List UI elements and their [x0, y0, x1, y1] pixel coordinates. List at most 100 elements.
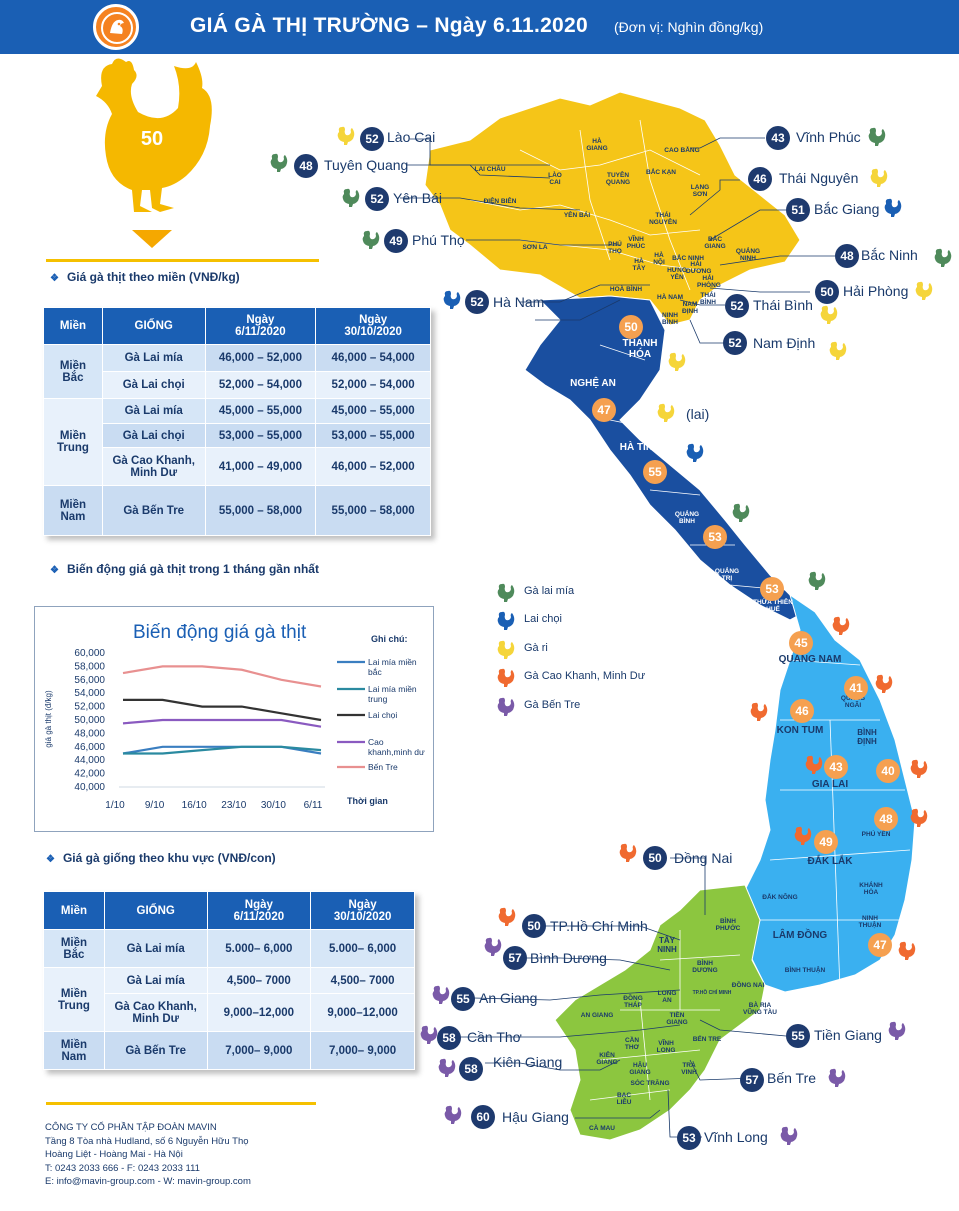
table-row: Miền Bắc Gà Lai mía 46,000 – 52,000 46,0… — [43, 344, 431, 399]
map-label: BÌNH ĐỊNH — [857, 728, 877, 746]
price-cell: 52,000 – 54,000 — [315, 371, 431, 399]
hen-ben-tre-icon — [780, 1126, 798, 1145]
map-label: ĐỒNG NAI — [731, 982, 765, 989]
price-cell: 9,000–12,000 — [310, 993, 415, 1032]
map-label: QUẢNG NAM — [778, 654, 842, 665]
price-badge-quang-nam: 45 — [789, 631, 813, 655]
price-badge-phu-tho: 49 — [384, 229, 408, 253]
region-cell: Miền Nam — [43, 485, 103, 536]
map-label: TUYÊN QUANG — [605, 172, 631, 186]
company-address: Tầng 8 Tòa nhà Hudland, số 6 Nguyễn Hữu … — [45, 1135, 249, 1147]
price-badge-nam-dinh: 52 — [723, 331, 747, 355]
legend-lai-mia: Gà lai mía — [524, 585, 575, 597]
breed-cell: Gà Lai mía — [103, 929, 208, 968]
map-label: THÁI NGUYÊN — [649, 212, 677, 226]
meat-price-table: Miền GIỐNG Ngày 6/11/2020 Ngày 30/10/202… — [43, 307, 431, 536]
y-tick-label: 54,000 — [74, 688, 105, 699]
hen-lai-mia-icon — [497, 583, 515, 602]
price-cell: 53,000 – 55,000 — [315, 423, 431, 448]
company-district: Hoàng Liệt - Hoàng Mai - Hà Nội — [45, 1149, 183, 1160]
price-badge-thanh-hoa: 50 — [619, 315, 643, 339]
hen-ben-tre-icon — [484, 937, 502, 956]
diamond-icon: ❖ — [50, 565, 59, 576]
breed-cell: Gà Cao Khanh, Minh Dư — [103, 993, 208, 1032]
map-label: KHÁNH HÒA — [859, 882, 883, 896]
price-badge-hcm: 50 — [522, 914, 546, 938]
price-badge-binh-dinh: 40 — [876, 759, 900, 783]
breed-cell: Gà Lai mía — [103, 967, 208, 994]
label-hcm: TP.Hồ Chí Minh — [550, 918, 648, 934]
region-cell: Miền Nam — [43, 1031, 105, 1070]
chart-title: Biến động giá gà thịt — [133, 622, 307, 643]
col-region: Miền — [43, 307, 103, 345]
table-row: Miền Trung Gà Lai mía 4,500– 7000 4,500–… — [43, 967, 415, 1032]
divider — [46, 1102, 316, 1105]
map-label: ĐIỆN BIÊN — [483, 198, 517, 205]
region-cell: Miền Trung — [43, 967, 105, 1032]
hen-lai-choi-icon — [686, 443, 704, 462]
legend-entry: Bến Tre — [368, 762, 398, 772]
price-cell: 4,500– 7000 — [206, 967, 312, 994]
section-meat-region: ❖ Giá gà thịt theo miền (VNĐ/kg) — [50, 270, 240, 284]
down-arrow-icon — [132, 230, 172, 248]
legend-ben-tre: Gà Bến Tre — [524, 699, 581, 711]
mavin-logo — [93, 4, 139, 50]
map-label: BÌNH THUẬN — [784, 967, 826, 974]
hen-ben-tre-icon — [497, 697, 515, 716]
x-tick-label: 1/10 — [105, 800, 125, 811]
col-region: Miền — [43, 891, 105, 930]
label-phu-tho: Phú Thọ — [412, 232, 465, 248]
hen-ben-tre-icon — [828, 1068, 846, 1087]
map-label: BẾN TRE — [692, 1036, 722, 1043]
map-label: TÂY NINH — [657, 936, 677, 954]
map-label: CẦN THƠ — [624, 1037, 640, 1051]
table-row: Miền Nam Gà Bến Tre 55,000 – 58,000 55,0… — [43, 485, 431, 536]
legend-title: Ghi chú: — [371, 634, 408, 644]
price-badge-bac-giang: 51 — [786, 198, 810, 222]
price-badge-dak-lak: 49 — [814, 830, 838, 854]
x-tick-label: 6/11 — [304, 800, 323, 811]
price-badge-thai-nguyen: 46 — [748, 167, 772, 191]
legend-entry: Lai mía miền trung — [368, 684, 417, 704]
region-cell: Miền Bắc — [43, 929, 105, 968]
table-row: Miền Trung Gà Lai mía 45,000 – 55,000 45… — [43, 398, 431, 486]
map-label: BẮC GIANG — [704, 236, 726, 250]
hen-lai-choi-icon — [884, 198, 902, 217]
x-tick-label: 16/10 — [182, 800, 207, 811]
x-tick-label: 30/10 — [261, 800, 286, 811]
divider — [46, 259, 319, 262]
map-label: LÀO CAI — [548, 172, 562, 186]
hen-cao-khanh-icon — [898, 941, 916, 960]
map-label: HẢI PHÒNG — [697, 275, 721, 289]
label-hai-phong: Hải Phòng — [843, 283, 909, 299]
legend-cao-khanh: Gà Cao Khanh, Minh Dư — [524, 670, 646, 682]
series-line — [123, 745, 322, 755]
map-label: PHÚ YÊN — [861, 831, 891, 838]
map-label: BÌNH DƯƠNG — [692, 960, 718, 974]
legend-entry: Lai chọi — [368, 710, 397, 720]
hen-lai-mia-icon — [362, 230, 380, 249]
label-vinh-long: Vĩnh Long — [704, 1129, 768, 1145]
map-label: HÀ TÂY — [632, 258, 646, 272]
company-email: E: info@mavin-group.com - W: mavin-group… — [45, 1176, 251, 1187]
price-cell: 55,000 – 58,000 — [315, 485, 431, 536]
hen-cao-khanh-icon — [875, 674, 893, 693]
map-label: LẠNG SƠN — [690, 184, 710, 198]
price-cell: 7,000– 9,000 — [310, 1031, 415, 1070]
hen-cao-khanh-icon — [619, 843, 637, 862]
price-badge-hai-phong: 50 — [815, 280, 839, 304]
price-cell: 46,000 – 54,000 — [315, 344, 431, 372]
price-cell: 7,000– 9,000 — [206, 1031, 312, 1070]
price-cell: 55,000 – 58,000 — [204, 485, 317, 536]
map-label: KIÊN GIANG — [596, 1052, 618, 1066]
breed-cell: Gà Lai mía — [101, 344, 206, 372]
table-row: Gà Cao Khanh, Minh Dư 41,000 – 49,000 46… — [44, 447, 431, 486]
map-label: BẠC LIÊU — [616, 1092, 632, 1106]
map-label: NINH BÌNH — [662, 312, 678, 326]
map-label: HÀ GIANG — [586, 138, 608, 152]
hen-ga-ri-icon — [829, 341, 847, 360]
hen-hero-icon — [96, 58, 212, 212]
section-meat-trend: ❖ Biến động giá gà thịt trong 1 tháng gần… — [50, 562, 319, 576]
map-label: NGHỆ AN — [570, 378, 616, 389]
label-bac-ninh: Bắc Ninh — [861, 247, 918, 263]
